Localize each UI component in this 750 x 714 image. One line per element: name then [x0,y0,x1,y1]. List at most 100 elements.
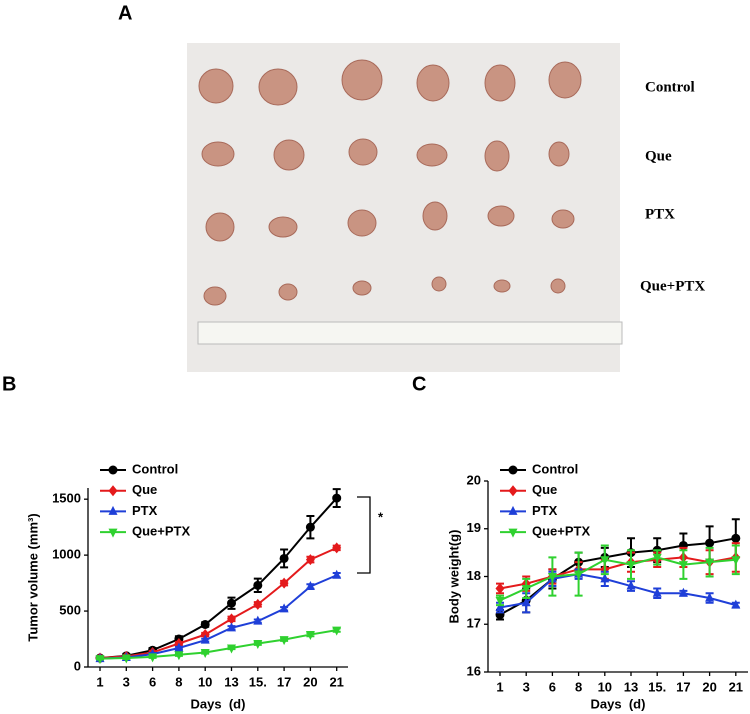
y-tick-label: 20 [467,472,481,487]
data-point [121,654,131,664]
tumor [493,279,511,293]
x-tick-label: 13 [224,674,238,689]
series-line [499,573,737,609]
y-tick-label: 500 [59,603,81,618]
series [96,572,341,661]
series-line [99,574,338,660]
data-point [200,648,210,658]
row-label: Que+PTX [640,278,705,294]
x-axis-label: Days (d) [591,696,646,711]
tumor [268,216,298,238]
data-point [305,631,315,641]
y-tick-label: 17 [467,616,481,631]
data-point [332,542,342,554]
data-point [547,573,557,582]
legend-marker [108,465,118,475]
data-point [253,615,263,625]
legend-label: Que+PTX [532,524,590,539]
ruler [197,321,623,345]
data-point [200,629,210,641]
row-label: Control [645,79,695,95]
data-point [227,622,236,632]
legend-marker [508,465,518,475]
data-point [731,556,741,566]
tumor [348,138,378,166]
x-tick-label: 8 [175,674,182,689]
series [96,544,341,660]
x-tick-label: 21 [329,674,343,689]
y-tick-label: 18 [467,568,481,583]
series-line [499,537,736,616]
data-point [332,626,342,636]
tumor [416,64,450,102]
panel-label: B [2,373,16,395]
data-point [600,556,610,566]
legend-marker [108,505,118,515]
x-tick-label: 20 [702,679,716,694]
y-tick-label: 0 [74,658,81,673]
tumor [352,280,372,296]
data-point [332,493,342,503]
data-point [227,644,236,654]
tumor [551,209,575,229]
legend-label: Que+PTX [132,524,190,539]
tumor [198,68,234,104]
series-line [499,556,736,590]
series-line [99,629,337,660]
data-point [705,592,715,602]
data-point [227,598,236,608]
data-point [495,582,505,594]
tumor [203,286,227,306]
x-tick-label: 1 [96,674,103,689]
y-axis-label: Tumor volume (mm³) [25,513,40,641]
significance-bracket [357,496,371,574]
x-tick-label: 13 [624,679,638,694]
data-point [495,596,505,606]
series-line [99,546,338,660]
panel-label: C [412,373,426,395]
legend-label: Que [532,482,557,497]
data-point [574,570,584,580]
legend-label: PTX [532,503,558,518]
tumor [548,141,570,167]
row-label: Que [645,148,672,164]
x-tick-label: 10 [198,674,212,689]
data-point [521,597,531,607]
data-point [253,598,263,610]
data-point [705,558,715,568]
data-point [279,577,289,589]
x-axis-label: Days (d) [191,696,246,711]
y-tick-label: 1000 [52,547,81,562]
data-point [279,636,289,646]
legend-marker [508,505,518,515]
data-point [174,651,184,661]
tumor [205,212,235,242]
legend-marker [108,485,118,497]
x-tick-label: 3 [123,674,130,689]
data-point [227,613,236,625]
tumor [484,140,510,172]
data-point [95,655,105,665]
x-tick-label: 21 [729,679,743,694]
data-point [332,569,342,579]
tumor [416,143,448,167]
x-tick-label: 8 [575,679,582,694]
photo-background [187,43,620,372]
data-point [652,553,662,563]
x-tick-label: 1 [496,679,503,694]
legend-label: Que [132,482,157,497]
data-point [600,573,610,583]
data-point [305,554,315,566]
tumor [258,68,298,106]
tumor [431,276,447,292]
x-tick-label: 15. [648,679,666,694]
y-tick-label: 16 [467,663,481,678]
x-tick-label: 15. [249,674,267,689]
tumor [278,283,298,301]
y-axis-label: Body weight(g) [446,530,461,624]
x-tick-label: 20 [303,674,317,689]
data-point [626,580,636,590]
legend-label: PTX [132,503,158,518]
data-point [148,653,158,663]
series [496,568,740,614]
